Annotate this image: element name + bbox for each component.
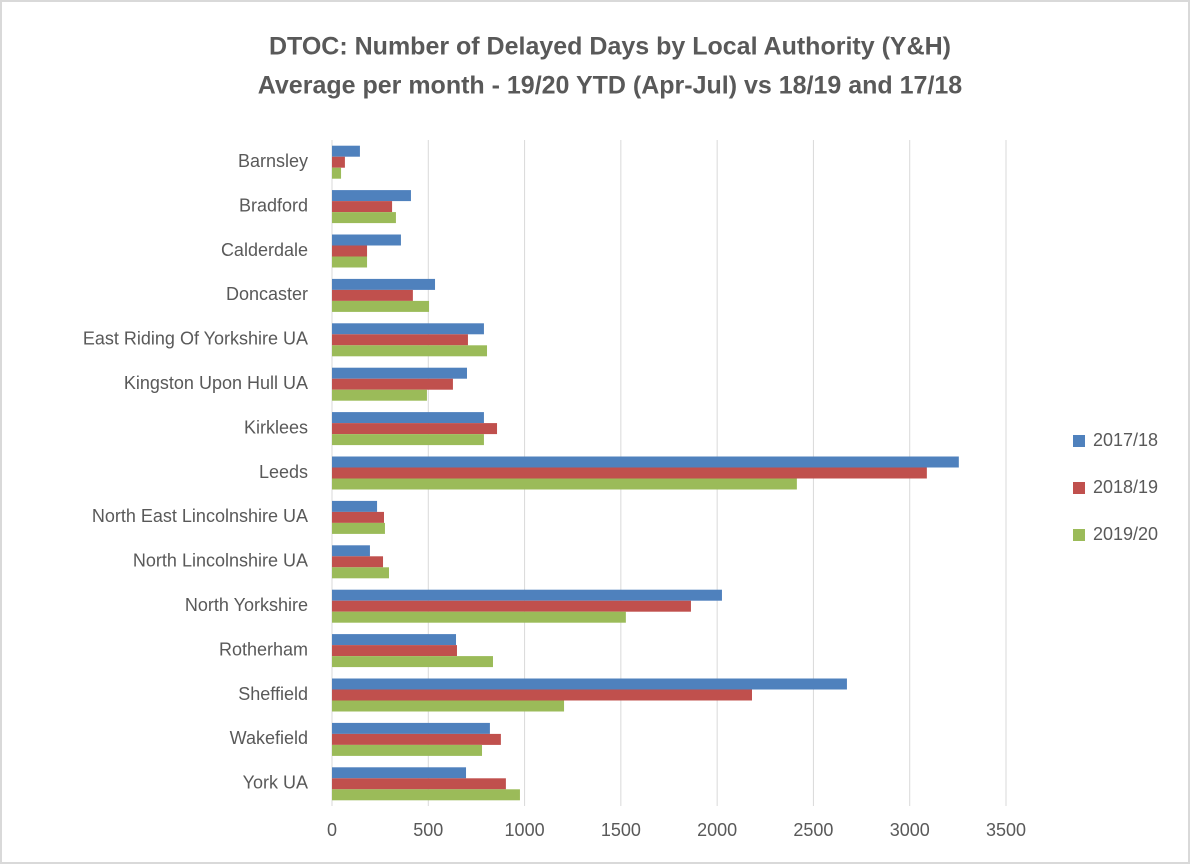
bar: [332, 678, 847, 690]
y-tick-label: North Lincolnshire UA: [133, 551, 308, 571]
bar: [332, 434, 484, 446]
y-tick-label: Doncaster: [226, 284, 308, 304]
y-tick-label: Calderdale: [221, 240, 308, 260]
bar: [332, 478, 797, 490]
bar: [332, 234, 401, 246]
bar: [332, 389, 427, 401]
bar: [332, 733, 501, 745]
y-tick-label: Barnsley: [238, 151, 308, 171]
bar: [332, 500, 378, 512]
bar: [332, 645, 457, 657]
y-tick-label: North Yorkshire: [185, 595, 308, 615]
legend-swatch: [1073, 482, 1085, 494]
bar: [332, 456, 959, 468]
bar: [332, 156, 345, 168]
y-tick-label: Kirklees: [244, 417, 308, 437]
x-tick-label: 500: [413, 820, 443, 840]
bar: [332, 689, 752, 701]
x-tick-label: 1000: [505, 820, 545, 840]
x-tick-label: 2000: [697, 820, 737, 840]
y-tick-label: Leeds: [259, 462, 308, 482]
legend-label: 2019/20: [1093, 524, 1158, 544]
bar: [332, 345, 488, 357]
bar: [332, 789, 520, 801]
legend-label: 2017/18: [1093, 430, 1158, 450]
legend-swatch: [1073, 435, 1085, 447]
y-tick-label: Rotherham: [219, 639, 308, 659]
x-tick-label: 0: [327, 820, 337, 840]
bar: [332, 467, 927, 479]
bar: [332, 212, 396, 224]
y-tick-label: Bradford: [239, 195, 308, 215]
bar: [332, 289, 413, 301]
bar: [332, 567, 390, 579]
bar: [332, 656, 493, 668]
bar: [332, 778, 506, 790]
chart-subtitle: Average per month - 19/20 YTD (Apr-Jul) …: [258, 72, 963, 100]
bar: [332, 744, 483, 756]
bar: [332, 201, 393, 213]
bar: [332, 367, 467, 379]
bar: [332, 511, 384, 523]
bar: [332, 556, 384, 568]
legend-swatch: [1073, 529, 1085, 541]
legend-label: 2018/19: [1093, 477, 1158, 497]
x-tick-label: 1500: [601, 820, 641, 840]
y-tick-label: East Riding Of Yorkshire UA: [83, 329, 308, 349]
x-tick-label: 2500: [793, 820, 833, 840]
bar: [332, 300, 430, 312]
bar: [332, 245, 368, 257]
x-tick-label: 3000: [890, 820, 930, 840]
bar: [332, 545, 370, 557]
bar: [332, 190, 411, 202]
bar: [332, 423, 498, 435]
bar: [332, 522, 385, 534]
x-tick-label: 3500: [986, 820, 1026, 840]
y-tick-label: Sheffield: [238, 684, 308, 704]
bar: [332, 600, 691, 612]
chart-title: DTOC: Number of Delayed Days by Local Au…: [269, 33, 951, 61]
bar: [332, 378, 453, 390]
bar: [332, 145, 360, 157]
bar: [332, 722, 490, 734]
bar: [332, 767, 467, 779]
bar: [332, 589, 722, 601]
bar: [332, 278, 436, 290]
bar: [332, 256, 368, 268]
bar: [332, 334, 468, 346]
bar: [332, 611, 626, 623]
bar: [332, 323, 484, 335]
bar: [332, 634, 457, 646]
y-tick-label: Kingston Upon Hull UA: [124, 373, 308, 393]
y-tick-label: North East Lincolnshire UA: [92, 506, 308, 526]
y-tick-label: Wakefield: [230, 728, 308, 748]
bar: [332, 700, 565, 712]
bar: [332, 412, 484, 424]
bar: [332, 167, 342, 179]
y-tick-label: York UA: [243, 773, 308, 793]
